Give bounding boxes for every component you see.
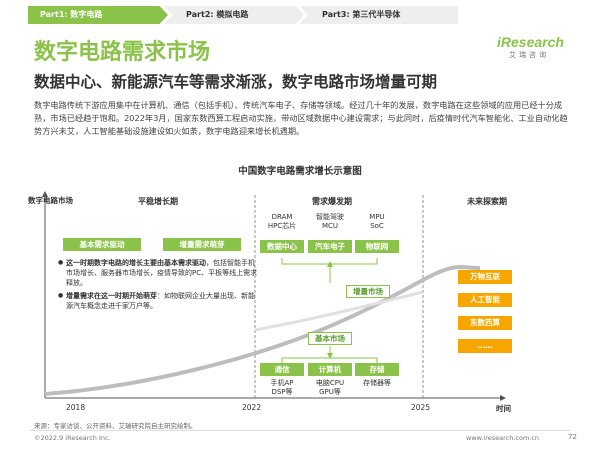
box-storage: 存储 [355,363,399,376]
period-burst: 需求爆发期 [312,197,352,206]
footer-website[interactable]: www.iresearch.com.cn [466,434,540,442]
year-2018: 2018 [66,403,86,412]
label-autopilot-mcu: 智能驾驶 MCU [316,213,344,230]
page-subtitle: 数据中心、新能源汽车等需求渐涨，数字电路市场增量可期 [34,73,438,91]
label-mpu-soc: MPU SoC [369,213,385,230]
logo-sub: 艾瑞咨询 [509,51,549,59]
year-2022: 2022 [242,403,262,412]
diagram-title: 中国数字电路需求增长示意图 [238,166,362,177]
footer-copyright: ©2022.9 iResearch Inc. [34,434,111,442]
label-storage-devices: 存储器等 [363,379,391,387]
tab-part1[interactable]: Part1: 数字电路 [28,6,168,24]
box-data-center: 数据中心 [260,240,304,253]
tab-part2[interactable]: Part2: 模拟电路 [164,6,304,24]
future-iot: 万物互联 [458,270,512,284]
period-stable: 平稳增长期 [138,197,178,206]
label-dram-hpc: DRAM HPC芯片 [267,213,297,230]
increment-market-curve [254,290,424,332]
box-computer: 计算机 [308,363,352,376]
year-2025: 2025 [411,403,431,412]
source-note: 来源：专家访谈、公开资料、艾瑞研究院自主研究绘制。 [34,422,197,430]
description-paragraph: 数字电路传统下游应用集中在计算机、通信（包括手机）、传统汽车电子、存储等领域。经… [34,100,568,136]
page-title: 数字电路需求市场 [34,40,211,65]
stage1-bullet-1: 这一时期数字电路的增长主要由基本需求驱动，包括智能手机市场增长、服务器市场增长，… [58,258,258,288]
box-iot: 物联网 [355,240,399,253]
stage1-bullets: 这一时期数字电路的增长主要由基本需求驱动，包括智能手机市场增长、服务器市场增长，… [58,258,258,314]
x-axis-label: 时间 [496,404,511,413]
box-communication: 通信 [260,363,304,376]
tab-part3[interactable]: Part3: 第三代半导体 [300,6,458,24]
future-more: …… [458,339,512,353]
label-pc-cpu: 电脑CPU GPU等 [315,379,345,396]
label-phone-ap: 手机AP DSP等 [270,379,294,396]
box-auto-electronics: 汽车电子 [308,240,352,253]
future-east-data-west-compute: 东数西算 [458,316,512,330]
badge-basic-demand: 基本需求驱动 [63,238,141,251]
bottom-connector [281,357,378,364]
top-connector [281,258,378,265]
label-base-market: 基本市场 [308,332,352,345]
base-market-curve [44,265,481,396]
period-explore: 未来探索期 [467,197,507,206]
badge-increment-demand: 增量需求萌芽 [163,238,241,251]
logo-brand: iResearch [497,34,564,50]
demand-growth-diagram: 数字电路市场 时间 2018 2022 2025 平稳增长期 需求爆发期 未来探… [28,180,570,420]
footer-divider [30,430,570,431]
page-number: 72 [568,433,577,441]
section-tabs: Part1: 数字电路 Part2: 模拟电路 Part3: 第三代半导体 [28,6,458,24]
y-axis-label: 数字电路市场 [28,196,73,205]
future-ai: 人工智能 [458,293,512,307]
label-increment-market: 增量市场 [346,285,390,298]
iresearch-logo: iResearch 艾瑞咨询 [497,34,577,68]
stage1-bullet-2: 增量需求在这一时期开始萌芽：如物联网企业大量出现、新能源汽车概念走进千家万户等。 [58,291,258,311]
